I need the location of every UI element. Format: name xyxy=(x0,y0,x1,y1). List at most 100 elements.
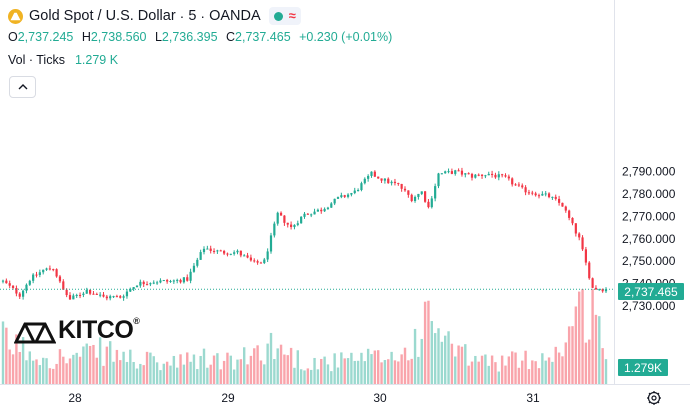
volume-bar xyxy=(165,361,169,384)
candle-body xyxy=(501,174,504,176)
candle-body xyxy=(340,195,343,198)
candle-body xyxy=(276,212,279,224)
candle-body xyxy=(477,174,480,176)
candle-body xyxy=(263,259,266,264)
candle-body xyxy=(125,291,129,297)
candle-body xyxy=(383,178,386,181)
candle-body xyxy=(176,279,179,281)
y-tick-label: 2,790.000 xyxy=(622,165,676,179)
volume-bar xyxy=(420,338,423,384)
candle-body xyxy=(109,296,112,299)
market-status-badge[interactable]: ≈ xyxy=(268,7,301,25)
symbol-title[interactable]: Gold Spot / U.S. Dollar xyxy=(29,8,176,24)
volume-bar xyxy=(35,359,38,384)
candle-body xyxy=(568,210,571,218)
open-label: O xyxy=(8,30,18,44)
candle-body xyxy=(283,215,286,223)
volume-bar xyxy=(484,354,487,384)
candle-body xyxy=(558,198,561,203)
candle-body xyxy=(38,272,41,275)
candle-body xyxy=(594,287,598,290)
volume-bar xyxy=(102,365,105,384)
candle-body xyxy=(95,293,98,295)
volume-bar xyxy=(584,342,588,384)
volume-bar xyxy=(98,337,102,384)
settings-gear-icon[interactable] xyxy=(646,390,662,406)
candle-body xyxy=(424,191,427,202)
candle-body xyxy=(390,181,393,184)
open-value: 2,737.245 xyxy=(17,30,74,44)
kitco-logo: KITCO® xyxy=(14,316,140,345)
y-tick-label: 2,730.000 xyxy=(622,299,676,313)
volume-bar xyxy=(92,344,95,384)
candle-body xyxy=(544,193,547,195)
volume-bar xyxy=(125,361,129,384)
volume-bar xyxy=(85,343,88,384)
volume-bar xyxy=(182,364,186,384)
candle-body xyxy=(403,188,407,191)
candle-body xyxy=(102,294,105,297)
candle-body xyxy=(507,176,510,179)
volume-bar xyxy=(296,350,299,384)
volume-bar xyxy=(313,357,316,384)
volume-bar xyxy=(598,316,601,384)
candle-body xyxy=(588,262,591,279)
volume-bar xyxy=(500,355,504,384)
volume-bar xyxy=(112,361,115,384)
volume-bar xyxy=(377,350,380,384)
candle-body xyxy=(286,222,289,225)
volume-bar xyxy=(564,342,567,384)
volume-bar xyxy=(65,363,68,384)
volume-bar xyxy=(447,331,450,384)
candle-body xyxy=(269,235,273,252)
interval-label[interactable]: 5 xyxy=(188,8,197,24)
volume-label[interactable]: Vol · Ticks xyxy=(8,53,65,67)
y-tick-label: 2,760.000 xyxy=(622,232,676,246)
volume-bar xyxy=(410,358,413,384)
volume-bar xyxy=(219,369,222,384)
volume-bar xyxy=(293,367,296,384)
candle-body xyxy=(581,237,584,250)
volume-bar xyxy=(62,356,65,384)
candle-body xyxy=(293,224,296,228)
volume-bar xyxy=(393,360,397,384)
candle-body xyxy=(249,257,252,261)
candle-body xyxy=(243,255,246,257)
volume-bar xyxy=(423,301,427,384)
source-label[interactable]: OANDA xyxy=(209,8,261,24)
volume-bar xyxy=(58,349,62,384)
candle-body xyxy=(35,274,38,276)
volume-bar xyxy=(444,335,447,384)
candle-body xyxy=(45,268,48,270)
candle-body xyxy=(115,296,118,298)
candle-body xyxy=(310,214,313,216)
candle-body xyxy=(491,173,494,175)
volume-bar xyxy=(303,370,306,384)
volume-bar xyxy=(517,367,521,384)
volume-bar xyxy=(149,352,152,384)
candle-body xyxy=(450,171,453,174)
candle-body xyxy=(206,248,209,250)
volume-bar xyxy=(380,362,383,384)
volume-bar xyxy=(155,362,159,384)
volume-bar xyxy=(31,360,35,384)
volume-bar xyxy=(5,327,8,384)
candle-body xyxy=(578,233,581,238)
candle-body xyxy=(410,194,413,202)
volume-bar xyxy=(326,364,330,384)
volume-bar xyxy=(594,314,598,384)
volume-bar xyxy=(259,360,263,384)
volume-bar xyxy=(68,358,72,384)
volume-bar xyxy=(454,356,457,384)
candle-body xyxy=(182,277,185,283)
volume-bar xyxy=(336,367,340,384)
candle-body xyxy=(440,173,443,175)
collapse-legend-button[interactable] xyxy=(9,76,36,98)
candle-body xyxy=(99,294,102,296)
volume-bar xyxy=(353,360,356,384)
volume-bar xyxy=(129,349,132,384)
candle-body xyxy=(5,280,8,284)
volume-bar xyxy=(417,356,420,384)
volume-bar xyxy=(306,368,310,384)
volume-bar xyxy=(1,321,5,384)
